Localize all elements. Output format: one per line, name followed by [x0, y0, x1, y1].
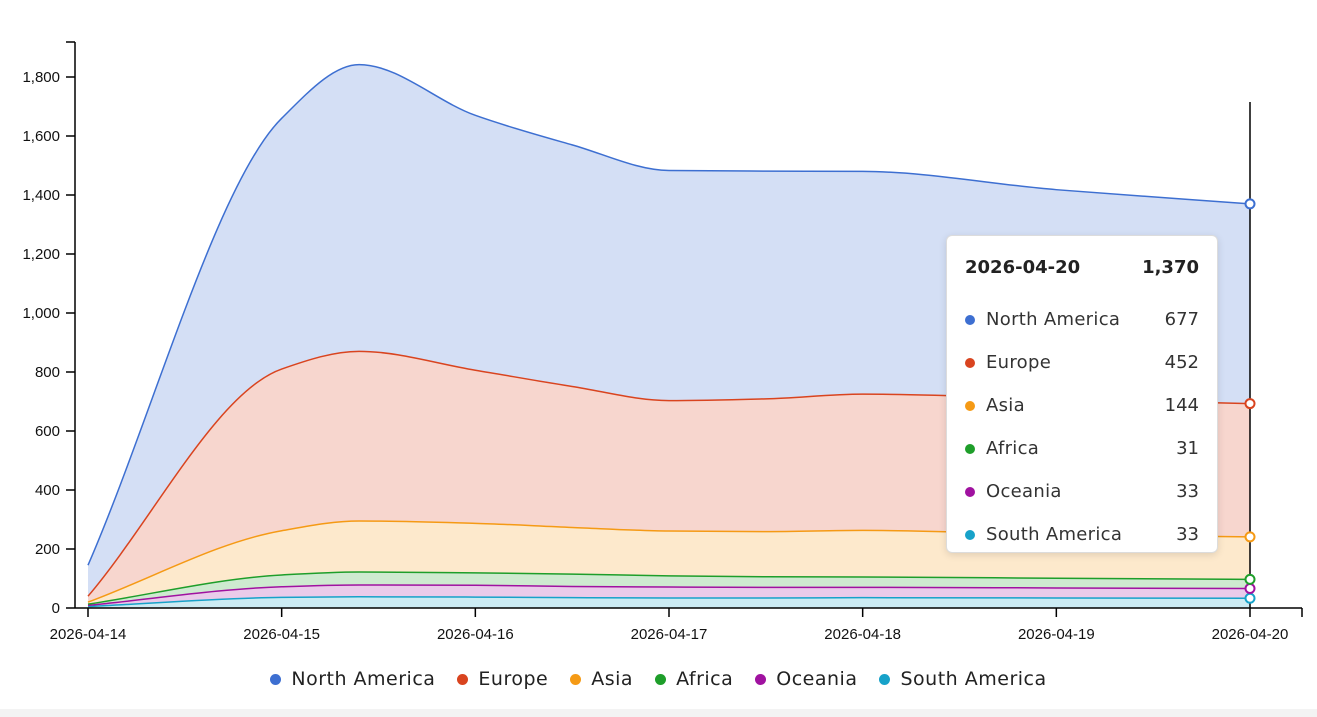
x-tick-label: 2026-04-14	[50, 626, 127, 643]
bottom-strip	[0, 709, 1317, 717]
x-tick-label: 2026-04-19	[1018, 626, 1095, 643]
tooltip-series-name: Africa	[986, 438, 1040, 459]
legend-item-europe[interactable]: Europe	[457, 668, 548, 690]
tooltip-row-europe: Europe 452	[965, 341, 1199, 384]
tooltip-row-south-america: South America 33	[965, 513, 1199, 556]
legend-dot	[655, 673, 667, 685]
area-south-america	[88, 596, 1250, 608]
tooltip-dot	[965, 400, 975, 411]
legend-dot	[879, 673, 891, 685]
x-tick-label: 2026-04-17	[631, 626, 708, 643]
hover-layer	[1244, 102, 1256, 608]
tooltip-series-name: North America	[986, 309, 1121, 330]
hover-point-south-america	[1244, 592, 1256, 604]
hover-point-north-america	[1244, 198, 1256, 210]
tooltip-date: 2026-04-20	[965, 256, 1081, 278]
tooltip-dot	[965, 529, 975, 540]
line-africa	[87, 571, 1251, 605]
y-tick-label: 0	[52, 600, 60, 617]
legend-item-africa[interactable]: Africa	[655, 668, 733, 690]
tooltip-series-value: 677	[1164, 309, 1199, 330]
tooltip-dot	[965, 443, 975, 454]
hover-point-europe	[1244, 398, 1256, 410]
area-north-america	[88, 64, 1250, 597]
hover-point-asia	[1244, 531, 1256, 543]
area-oceania	[88, 584, 1250, 607]
legend-item-north-america[interactable]: North America	[270, 668, 435, 690]
y-tick-label: 800	[35, 364, 60, 381]
line-south-america	[87, 596, 1251, 608]
tooltip-row-asia: Asia 144	[965, 384, 1199, 427]
y-tick-label: 400	[35, 482, 60, 499]
tooltip-dot	[965, 357, 975, 368]
y-tick-label: 200	[35, 541, 60, 558]
tooltip-series-name: Asia	[986, 395, 1025, 416]
tooltip-series-value: 33	[1176, 481, 1199, 502]
legend-label: North America	[291, 668, 436, 690]
chart-legend: North America Europe Asia Africa Oceania…	[0, 662, 1317, 696]
tooltip: 2026-04-20 1,370 North America 677 Europ…	[946, 235, 1218, 553]
y-tick-label: 1,400	[22, 187, 60, 204]
y-tick-label: 600	[35, 423, 60, 440]
tooltip-header: 2026-04-20 1,370	[965, 236, 1199, 298]
tooltip-series-value: 33	[1176, 524, 1199, 545]
x-tick-label: 2026-04-15	[243, 626, 320, 643]
y-tick-label: 1,600	[22, 128, 60, 145]
tooltip-series-value: 144	[1164, 395, 1199, 416]
x-tick-label: 2026-04-20	[1212, 626, 1289, 643]
legend-item-asia[interactable]: Asia	[570, 668, 633, 690]
legend-item-oceania[interactable]: Oceania	[755, 668, 857, 690]
line-oceania	[87, 584, 1251, 607]
line-north-america	[87, 63, 1251, 566]
y-tick-label: 1,200	[22, 246, 60, 263]
y-tick-label: 1,800	[22, 69, 60, 86]
y-tick-label: 1,000	[22, 305, 60, 322]
legend-label: Europe	[478, 668, 549, 690]
legend-label: Africa	[676, 668, 734, 690]
area-africa	[88, 572, 1250, 606]
tooltip-row-north-america: North America 677	[965, 298, 1199, 341]
tooltip-series-name: Europe	[986, 352, 1052, 373]
tooltip-dot	[965, 314, 975, 325]
x-tick-label: 2026-04-16	[437, 626, 514, 643]
tooltip-series-name: South America	[986, 524, 1123, 545]
hover-point-oceania	[1244, 583, 1256, 595]
axes-layer: 0 200 400 600 800 1,000 1,200 1,400 1,600 1,800 20…	[22, 41, 1303, 643]
hover-point-africa	[1244, 573, 1256, 585]
tooltip-series-name: Oceania	[986, 481, 1062, 502]
legend-label: Oceania	[776, 668, 858, 690]
legend-label: Asia	[591, 668, 634, 690]
tooltip-total: 1,370	[1142, 256, 1199, 278]
legend-dot	[457, 673, 469, 685]
legend-dot	[755, 673, 767, 685]
tooltip-row-oceania: Oceania 33	[965, 470, 1199, 513]
legend-item-south-america[interactable]: South America	[879, 668, 1046, 690]
legend-label: South America	[900, 668, 1047, 690]
x-tick-label: 2026-04-18	[824, 626, 901, 643]
tooltip-series-value: 452	[1164, 352, 1199, 373]
tooltip-row-africa: Africa 31	[965, 427, 1199, 470]
legend-dot	[570, 673, 582, 685]
tooltip-series-value: 31	[1176, 438, 1199, 459]
tooltip-dot	[965, 486, 975, 497]
legend-dot	[270, 673, 282, 685]
